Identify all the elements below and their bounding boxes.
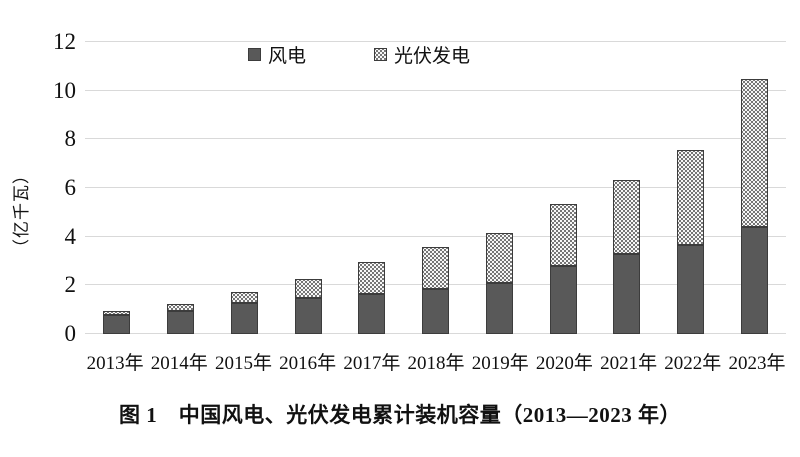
bar-2016年: [276, 42, 340, 334]
x-axis-labels: 2013年 2014年 2015年 2016年 2017年 2018年 2019年 2020年…: [83, 348, 789, 375]
bar-2020年: [531, 42, 595, 334]
bars-layer: [85, 42, 786, 334]
bar-segment-solar: [485, 233, 513, 283]
bar-segment-wind: [740, 226, 768, 334]
plot-area: [85, 41, 786, 334]
y-tick-label-8: 8: [64, 126, 77, 152]
x-tick-label-2017年: 2017年: [343, 353, 401, 374]
bar-segment-solar: [294, 279, 322, 298]
x-tick-label-2019年: 2019年: [471, 353, 529, 374]
gridline-6: [85, 187, 786, 188]
x-tick-label-2020年: 2020年: [535, 353, 593, 374]
gridline-8: [85, 138, 786, 140]
bar-segment-wind: [549, 265, 577, 334]
bar-2014年: [149, 42, 213, 334]
bar-segment-solar: [549, 204, 577, 266]
y-tick-label-12: 12: [53, 29, 76, 54]
legend-item-光伏发电: 光伏发电: [374, 41, 470, 68]
figure-caption: 图 1 中国风电、光伏发电累计装机容量（2013—2023 年）: [119, 403, 681, 427]
legend-marker-solar-icon: [374, 47, 388, 61]
bar-segment-wind: [358, 294, 386, 334]
gridline-12: [85, 41, 786, 42]
x-tick-label-2014年: 2014年: [150, 353, 208, 374]
x-tick-label-2022年: 2022年: [664, 353, 722, 374]
y-tick-label-10: 10: [53, 77, 76, 103]
bar-2017年: [340, 42, 404, 334]
x-tick-label-2013年: 2013年: [86, 353, 144, 374]
bar-segment-solar: [740, 78, 768, 227]
legend-marker-wind-icon: [248, 47, 261, 61]
legend-label: 风电: [268, 45, 307, 67]
bar-2023年: [722, 42, 786, 334]
x-tick-label-2016年: 2016年: [279, 353, 337, 374]
y-axis-ticks: 0 2 4 6 8 10 12: [30, 29, 77, 346]
bar-segment-wind: [230, 302, 258, 334]
bar-2015年: [212, 42, 276, 334]
y-tick-label-2: 2: [64, 272, 77, 298]
bar-segment-solar: [230, 292, 258, 303]
bar-2018年: [404, 42, 468, 334]
bar-segment-wind: [294, 297, 322, 334]
y-tick-label-6: 6: [64, 175, 77, 200]
y-tick-label-4: 4: [64, 223, 77, 249]
bar-segment-solar: [103, 310, 131, 316]
bar-segment-wind: [167, 310, 195, 334]
x-tick-label-2023年: 2023年: [728, 353, 786, 374]
bar-segment-solar: [676, 149, 704, 246]
bar-2013年: [85, 42, 149, 334]
x-tick-label-2015年: 2015年: [214, 353, 272, 374]
bar-segment-wind: [103, 315, 131, 334]
bar-2019年: [467, 42, 531, 334]
bar-segment-solar: [613, 179, 641, 255]
bar-segment-wind: [613, 254, 641, 334]
bar-2022年: [659, 42, 723, 334]
x-tick-label-2021年: 2021年: [600, 353, 658, 374]
bar-segment-solar: [422, 246, 450, 290]
legend-label: 光伏发电: [394, 45, 471, 67]
bar-segment-solar: [167, 303, 195, 311]
bar-segment-wind: [422, 289, 450, 334]
bar-segment-wind: [485, 282, 513, 334]
bar-segment-wind: [676, 245, 704, 334]
gridline-10: [85, 89, 786, 91]
bar-2021年: [595, 42, 659, 334]
legend-item-风电: 风电: [248, 41, 306, 68]
bar-segment-solar: [358, 262, 386, 295]
gridline-4: [85, 235, 786, 237]
legend: 风电 光伏发电: [248, 41, 470, 68]
x-tick-label-2018年: 2018年: [407, 353, 465, 374]
y-tick-label-0: 0: [64, 321, 77, 346]
